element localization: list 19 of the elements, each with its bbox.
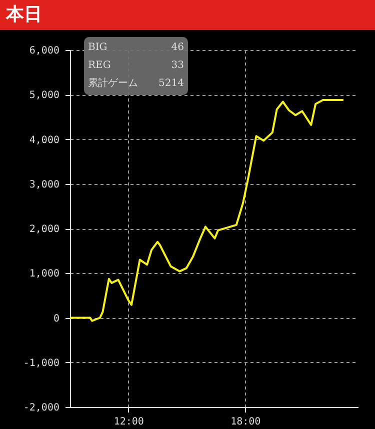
y-tick-label: 5,000 [29, 90, 60, 102]
line-series [69, 98, 344, 322]
chart-title: 本日 [0, 0, 375, 30]
y-tick-label: -1,000 [23, 358, 60, 369]
y-tick-label: 6,000 [29, 46, 60, 56]
y-tick-label: 3,000 [29, 179, 60, 190]
y-tick-label: 2,000 [29, 224, 60, 235]
annotation: 累計ゲーム [88, 76, 138, 91]
y-tick-label: 4,000 [29, 134, 60, 146]
annotation: BIG [88, 41, 108, 55]
x-tick-label: 12:00 [114, 416, 144, 428]
annotation: 46 [171, 41, 184, 55]
annotation: REG [88, 59, 111, 73]
annotation: 5214 [158, 77, 184, 91]
y-tick-label: 1,000 [29, 268, 60, 280]
y-tick-label: 0 [53, 313, 60, 324]
y-tick-label: -2,000 [23, 402, 60, 414]
annotation: 33 [171, 59, 184, 73]
x-tick-label: 18:00 [230, 416, 261, 428]
